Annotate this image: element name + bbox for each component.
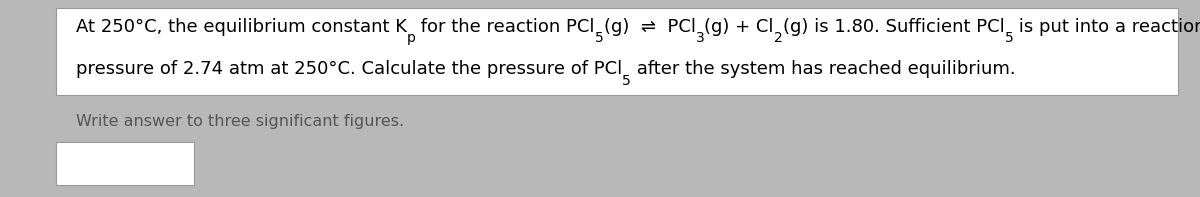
Text: p: p xyxy=(407,31,415,45)
Text: 5: 5 xyxy=(595,31,604,45)
Text: after the system has reached equilibrium.: after the system has reached equilibrium… xyxy=(631,60,1015,78)
Text: 5: 5 xyxy=(622,74,631,88)
Text: for the reaction PCl: for the reaction PCl xyxy=(415,18,595,35)
Text: At 250°C, the equilibrium constant K: At 250°C, the equilibrium constant K xyxy=(76,18,407,35)
Text: 3: 3 xyxy=(696,31,704,45)
Text: Write answer to three significant figures.: Write answer to three significant figure… xyxy=(76,114,403,129)
FancyBboxPatch shape xyxy=(56,142,194,185)
Text: 2: 2 xyxy=(774,31,782,45)
Text: 5: 5 xyxy=(1004,31,1013,45)
Text: (g) + Cl: (g) + Cl xyxy=(704,18,774,35)
Text: (g)  ⇌  PCl: (g) ⇌ PCl xyxy=(604,18,696,35)
Text: pressure of 2.74 atm at 250°C. Calculate the pressure of PCl: pressure of 2.74 atm at 250°C. Calculate… xyxy=(76,60,622,78)
Text: is put into a reaction vessel to give an initial: is put into a reaction vessel to give an… xyxy=(1013,18,1200,35)
Text: (g) is 1.80. Sufficient PCl: (g) is 1.80. Sufficient PCl xyxy=(782,18,1004,35)
FancyBboxPatch shape xyxy=(56,8,1178,95)
